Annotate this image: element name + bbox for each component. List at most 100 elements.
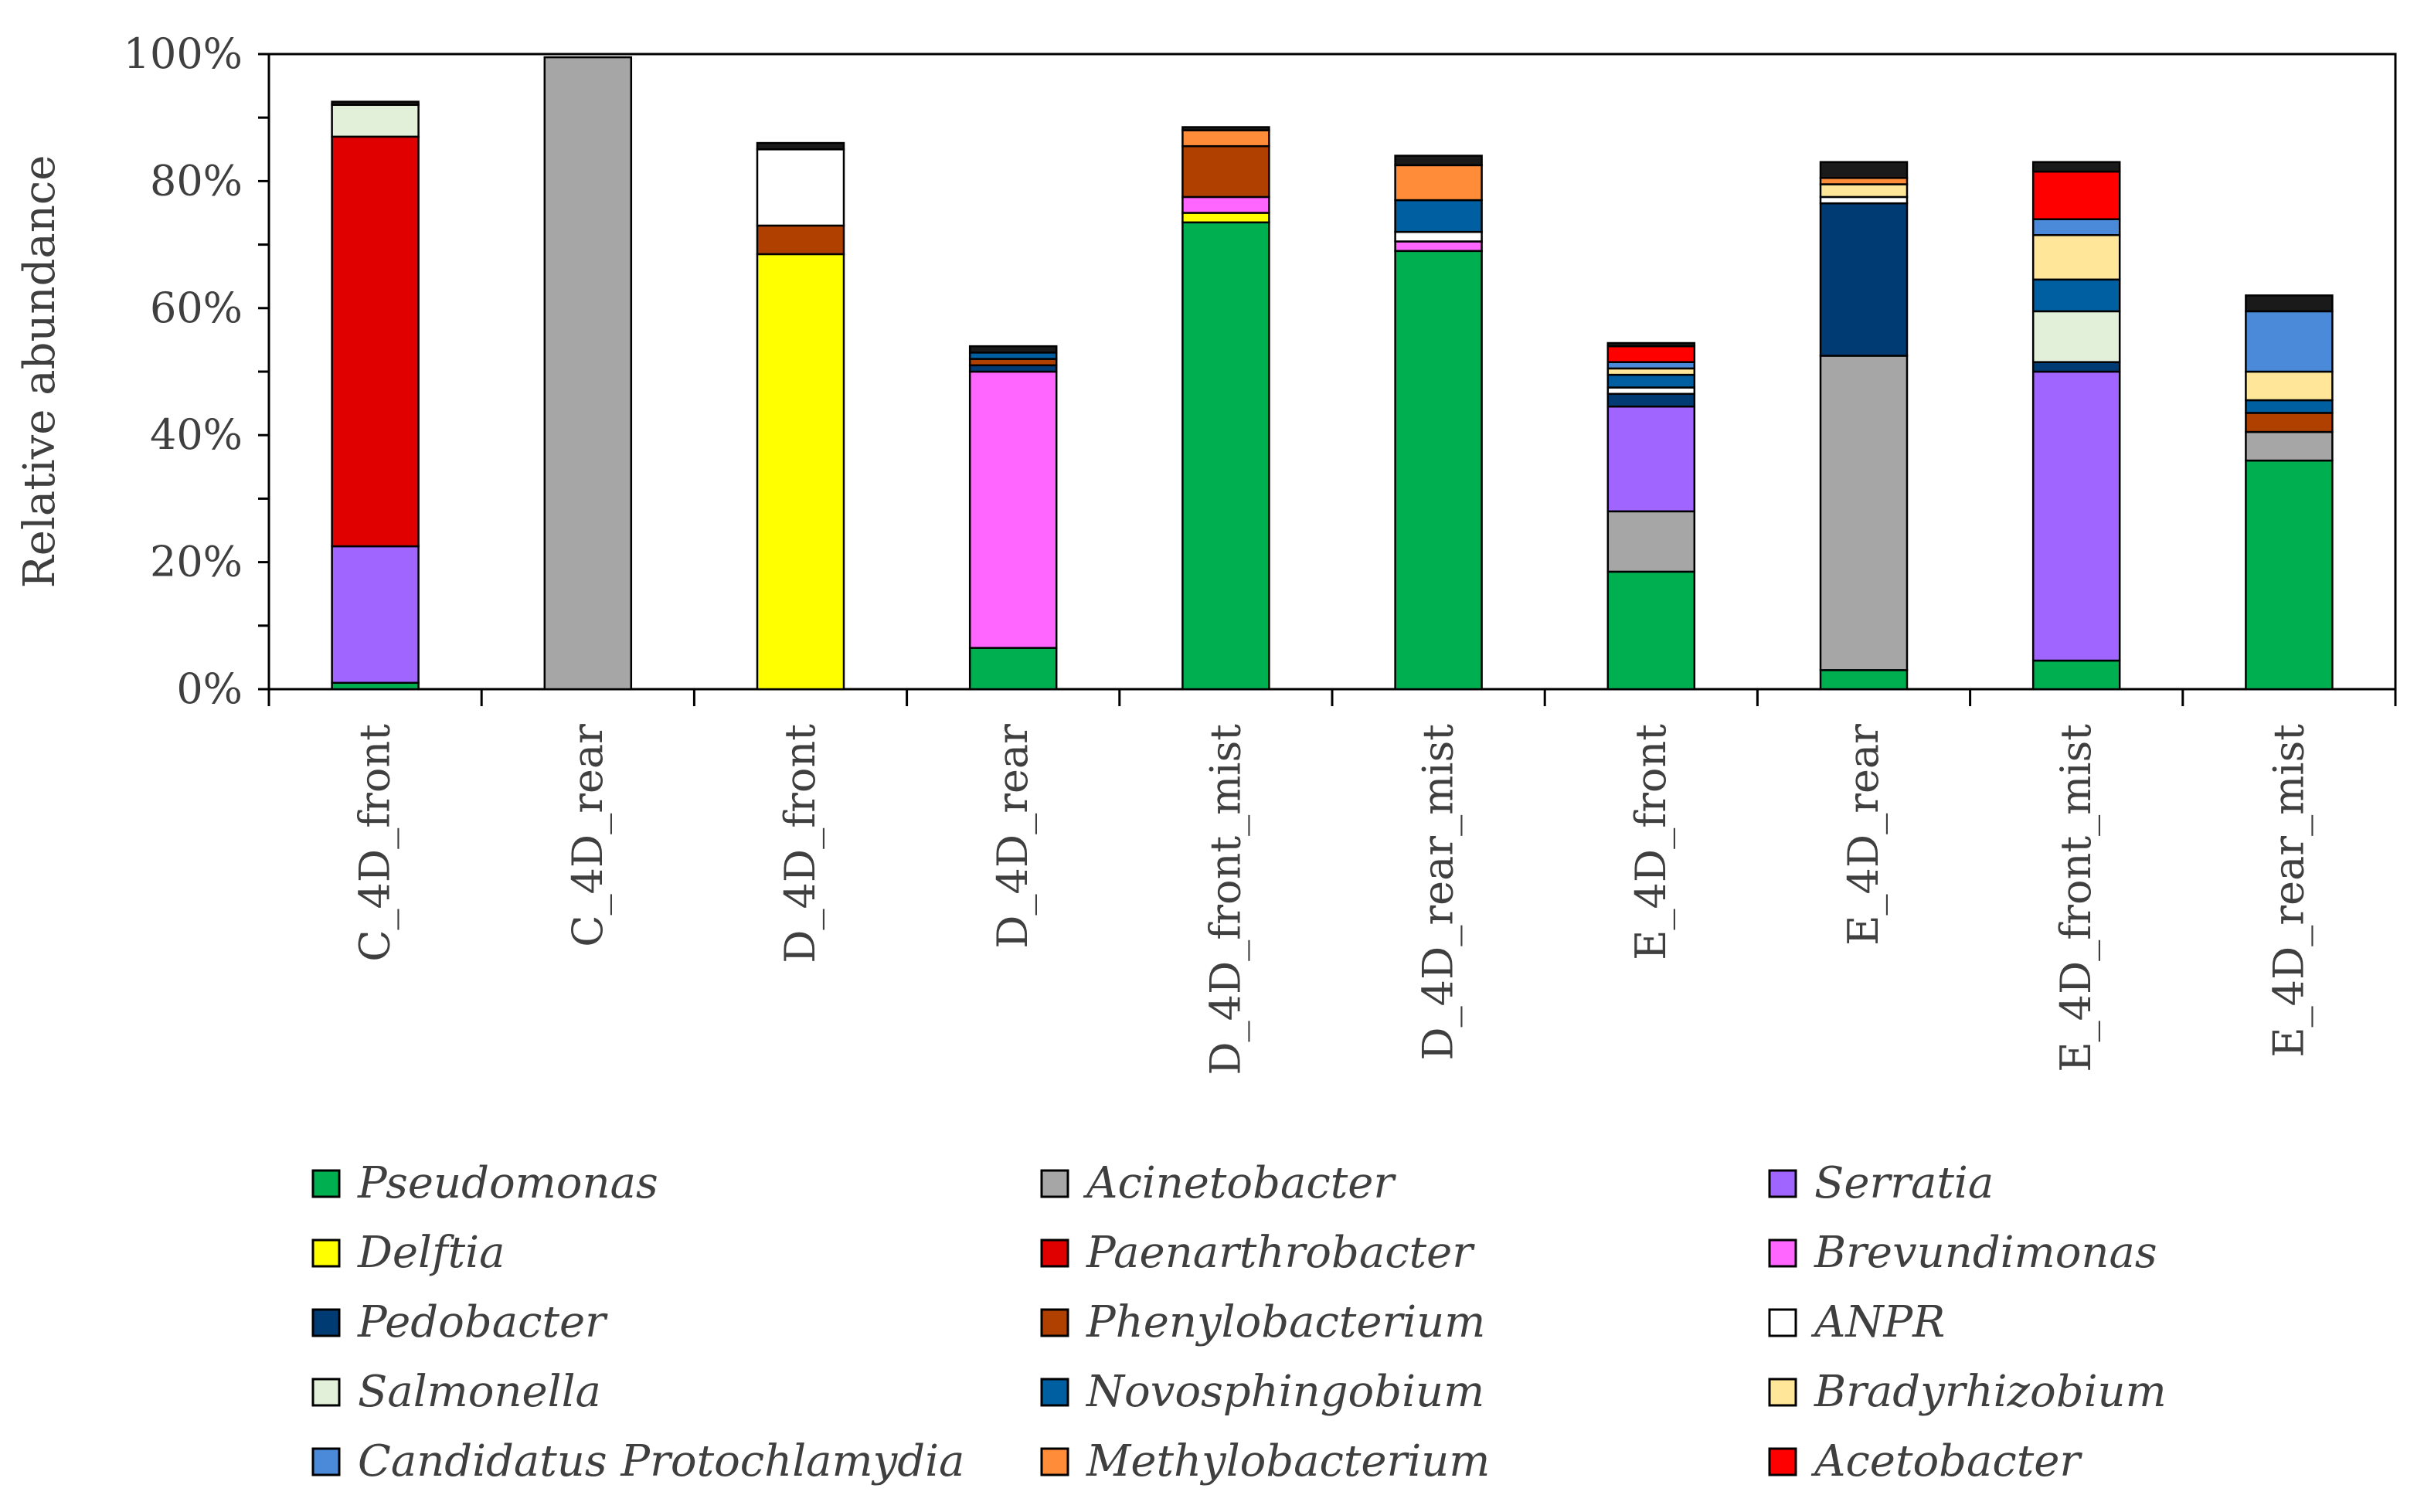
bar-segment-e-4d-front-mist-bradyrhizobium	[2031, 234, 2121, 281]
bar-segment-e-4d-front-pseudomonas	[1606, 570, 1696, 691]
bar-segment-e-4d-rear-mist-candidatus-protochlamydia	[2245, 310, 2334, 373]
x-tick-label-e-4d-front-mist: E_4D_front_mist	[2052, 724, 2100, 1072]
bar-segment-d-4d-rear-mist-methylobacterium	[1394, 164, 1483, 202]
bar-segment-d-4d-rear-mist-other	[1394, 155, 1483, 167]
legend-swatch	[1768, 1308, 1797, 1337]
bar-segment-c-4d-front-other	[331, 100, 420, 107]
legend-swatch	[1768, 1447, 1797, 1476]
bar-segment-e-4d-front-mist-candidatus-protochlamydia	[2031, 218, 2121, 236]
x-tick-label-d-4d-front: D_4D_front	[776, 724, 824, 963]
legend-label: Brevundimonas	[1814, 1228, 2157, 1278]
legend-label: Acinetobacter	[1083, 1158, 1396, 1208]
bar-segment-d-4d-front-mist-methylobacterium	[1181, 129, 1270, 148]
x-tick-label-e-4d-rear: E_4D_rear	[1839, 724, 1888, 946]
y-axis-label: Relative abundance	[15, 155, 65, 589]
legend-item-acinetobacter: Acinetobacter	[1040, 1158, 1396, 1208]
legend-swatch	[1040, 1378, 1069, 1407]
bar-segment-e-4d-rear-pedobacter	[1819, 202, 1909, 357]
bar-segment-e-4d-rear-bradyrhizobium	[1819, 183, 1909, 199]
bar-d-4d-front	[756, 141, 845, 691]
bar-segment-e-4d-rear-mist-novosphingobium	[2245, 399, 2334, 414]
legend-label: Pedobacter	[357, 1297, 608, 1347]
bar-segment-e-4d-rear-mist-other	[2245, 294, 2334, 313]
bar-segment-e-4d-front-other	[1606, 341, 1696, 348]
bar-segment-e-4d-rear-acinetobacter	[1819, 355, 1909, 671]
bar-segment-c-4d-rear-acinetobacter	[543, 56, 633, 691]
legend-item-anpr: ANPR	[1768, 1297, 1945, 1347]
bar-segment-d-4d-rear-mist-brevundimonas	[1394, 240, 1483, 253]
bar-segment-d-4d-front-mist-phenylobacterium	[1181, 144, 1270, 199]
legend-item-serratia: Serratia	[1768, 1158, 1994, 1208]
y-tick-label: 80%	[150, 156, 243, 205]
bar-e-4d-rear	[1819, 161, 1909, 691]
legend-item-methylobacterium: Methylobacterium	[1040, 1436, 1490, 1487]
bar-d-4d-rear-mist	[1394, 155, 1483, 691]
bar-segment-e-4d-front-mist-other	[2031, 161, 2121, 173]
legend-label: Bradyrhizobium	[1814, 1367, 2167, 1417]
bar-segment-e-4d-rear-mist-pseudomonas	[2245, 459, 2334, 691]
legend-item-bradyrhizobium: Bradyrhizobium	[1768, 1367, 2167, 1417]
y-tick-label: 20%	[150, 538, 243, 586]
legend-item-paenarthrobacter: Paenarthrobacter	[1040, 1228, 1475, 1278]
legend-label: Candidatus Protochlamydia	[358, 1436, 964, 1487]
legend-item-candidatus-protochlamydia: Candidatus Protochlamydia	[311, 1436, 964, 1487]
x-tick-label-c-4d-front: C_4D_front	[351, 724, 399, 962]
legend-swatch	[311, 1238, 341, 1268]
bar-segment-d-4d-front-other	[756, 141, 845, 151]
legend-item-phenylobacterium: Phenylobacterium	[1040, 1297, 1485, 1347]
x-tick-label-c-4d-rear: C_4D_rear	[563, 724, 612, 947]
bar-segment-d-4d-rear-brevundimonas	[968, 370, 1058, 649]
bar-segment-e-4d-rear-pseudomonas	[1819, 669, 1909, 691]
bar-segment-c-4d-front-salmonella	[331, 104, 420, 138]
legend-label: Serratia	[1814, 1158, 1994, 1208]
legend-item-salmonella: Salmonella	[311, 1367, 601, 1417]
bar-d-4d-front-mist	[1181, 126, 1270, 691]
legend-label: ANPR	[1810, 1297, 1945, 1347]
legend-item-pseudomonas: Pseudomonas	[311, 1158, 658, 1208]
bar-segment-e-4d-rear-other	[1819, 161, 1909, 179]
bar-segment-e-4d-front-mist-pseudomonas	[2031, 659, 2121, 691]
legend-swatch	[1768, 1238, 1797, 1268]
y-tick-label: 0%	[176, 664, 243, 713]
x-tick-label-d-4d-front-mist: D_4D_front_mist	[1201, 724, 1249, 1075]
legend-item-acetobacter: Acetobacter	[1768, 1436, 2082, 1487]
legend-swatch	[1040, 1169, 1069, 1198]
bar-segment-e-4d-front-mist-pedobacter	[2031, 361, 2121, 373]
bar-segment-d-4d-front-mist-other	[1181, 126, 1270, 131]
bar-segment-d-4d-front-mist-pseudomonas	[1181, 221, 1270, 691]
bar-segment-e-4d-front-mist-serratia	[2031, 370, 2121, 662]
bars-layer	[331, 56, 2334, 691]
bar-segment-e-4d-rear-mist-bradyrhizobium	[2245, 370, 2334, 402]
x-tick-label-e-4d-rear-mist: E_4D_rear_mist	[2264, 724, 2313, 1058]
legend-swatch	[1768, 1169, 1797, 1198]
y-tick-label: 100%	[124, 29, 243, 78]
y-tick-label: 40%	[150, 410, 243, 459]
bar-d-4d-rear	[968, 345, 1058, 691]
bar-segment-d-4d-front-phenylobacterium	[756, 224, 845, 256]
x-tick-label-e-4d-front: E_4D_front	[1627, 724, 1675, 960]
y-tick-label: 60%	[150, 284, 243, 332]
bar-segment-e-4d-front-acinetobacter	[1606, 510, 1696, 573]
bar-segment-d-4d-front-anpr	[756, 148, 845, 227]
legend-label: Novosphingobium	[1085, 1367, 1484, 1417]
bar-segment-d-4d-rear-pseudomonas	[968, 647, 1058, 691]
bar-c-4d-rear	[543, 56, 633, 691]
bar-e-4d-front	[1606, 341, 1696, 691]
legend-swatch	[311, 1378, 341, 1407]
axis-layer: 0% 20% 40% 60% 80% 100% C_4D_front C_4D_rear D_4…	[15, 29, 2397, 1075]
legend-label: Delftia	[357, 1228, 505, 1278]
bar-segment-d-4d-front-mist-delftia	[1181, 212, 1270, 224]
bar-segment-d-4d-rear-mist-anpr	[1394, 230, 1483, 243]
legend-swatch	[311, 1308, 341, 1337]
legend-item-delftia: Delftia	[311, 1228, 505, 1278]
legend-label: Methylobacterium	[1086, 1436, 1490, 1487]
bar-segment-d-4d-front-mist-brevundimonas	[1181, 195, 1270, 214]
bar-segment-d-4d-front-delftia	[756, 253, 845, 691]
bar-e-4d-rear-mist	[2245, 294, 2334, 691]
legend-swatch	[1768, 1378, 1797, 1407]
legend-label: Acetobacter	[1810, 1436, 2082, 1487]
legend-label: Paenarthrobacter	[1086, 1228, 1475, 1278]
bar-segment-e-4d-front-novosphingobium	[1606, 373, 1696, 389]
